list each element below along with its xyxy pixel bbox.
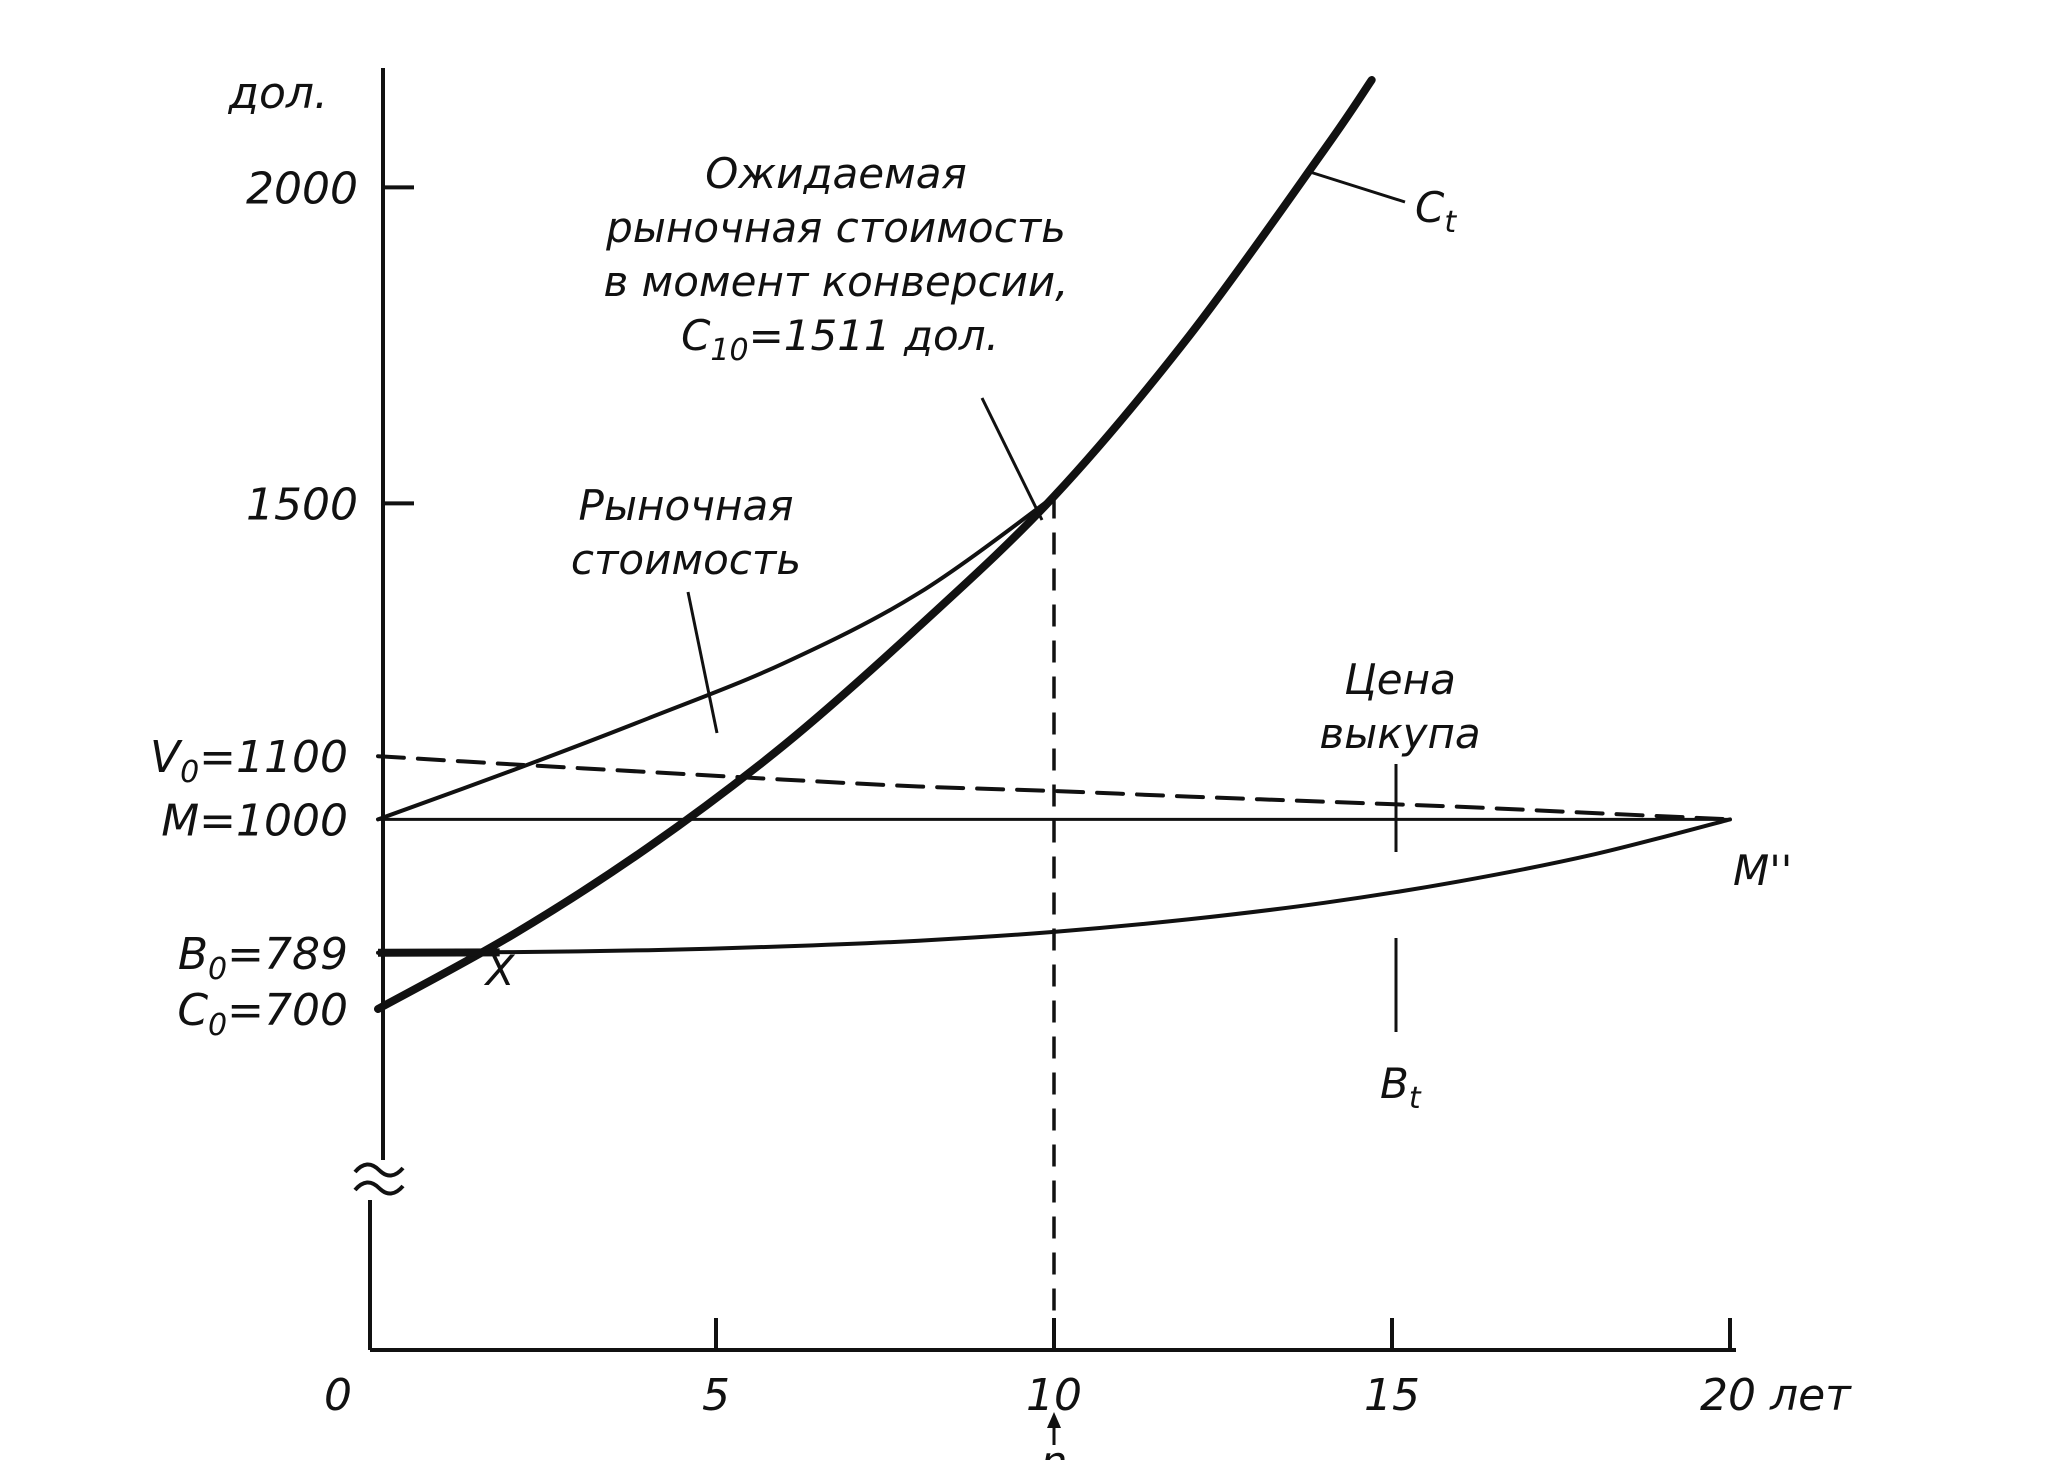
annotation-c10-value: C10=1511 дол. [681,311,999,368]
annotation-expected-value-line: рыночная стоимость [605,203,1066,252]
curves [374,76,1732,1445]
annotation-expected-value-line: в момент конверсии, [603,257,1068,306]
x-tick-label: 15 [1364,1370,1420,1421]
annotation-market-value-line: стоимость [571,535,801,584]
n-arrow-head [1047,1412,1061,1428]
y-axis-unit-label: дол. [228,68,328,119]
leader-expected-value [980,397,1044,521]
y-mark-label: V0=1100 [150,732,348,790]
leader-conversion-value [1309,170,1406,204]
axis-break-mark-bottom [353,1180,405,1196]
annotation-call-price-line: Цена [1344,655,1456,704]
annotation-market-value-line: Рыночная [579,481,794,530]
y-tick-label: 1500 [246,479,358,530]
leader-market-value [686,591,719,734]
series-line-market-value [376,494,1056,822]
series-line-call-price [376,754,1732,822]
y-mark-label: C0=700 [177,985,348,1043]
annotation-ct-label: Ct [1415,183,1457,240]
y-mark-label: M=1000 [161,795,348,846]
x-tick-label: 5 [702,1370,730,1421]
x-tick-label: 10 [1026,1370,1082,1421]
x-tick-label: 20 лет [1700,1370,1852,1421]
series-line-conversion-value [374,76,1376,1013]
annotation-m-double-prime: M'' [1733,846,1792,895]
x-tick-label: 0 [324,1370,352,1421]
y-tick-label: 2000 [246,163,358,214]
y-mark-label: B0=789 [178,929,348,987]
annotation-n-label: n [1041,1437,1068,1460]
axis-break-mark-top [353,1162,405,1178]
annotation-expected-value-line: Ожидаемая [705,149,967,198]
annotation-bt-label: Bt [1380,1059,1422,1116]
axes [353,68,1736,1352]
annotation-x-point: X [484,946,516,995]
annotation-call-price-line: выкупа [1319,709,1480,758]
